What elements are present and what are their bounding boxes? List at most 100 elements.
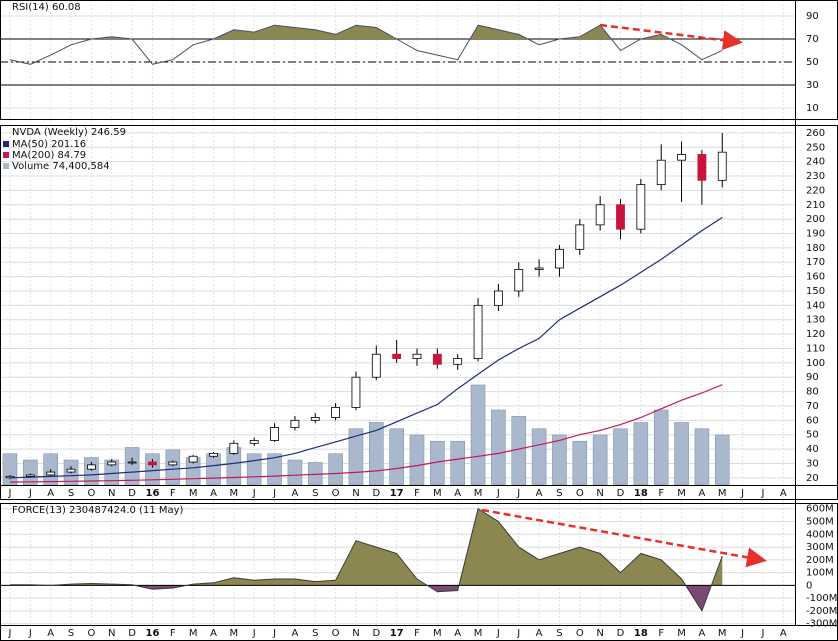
x-tick-label: J (740, 488, 744, 499)
trend-arrow (481, 508, 767, 568)
y-tick-label: 110 (806, 343, 825, 354)
volume-bar (450, 440, 466, 486)
candle-body (473, 304, 483, 359)
y-tick-label: -100M (806, 593, 837, 604)
x-tick-label: A (47, 488, 54, 499)
volume-bar (246, 453, 262, 486)
legend-label: Volume 74,400,584 (12, 161, 110, 172)
y-tick-label: 300M (806, 542, 834, 553)
y-tick-label: 50 (806, 430, 819, 441)
x-tick-label: 17 (390, 488, 404, 499)
x-tick-label: S (312, 488, 318, 499)
legend-swatch (3, 152, 9, 158)
x-tick-label: D (128, 628, 136, 639)
x-tick-label: F (170, 488, 176, 499)
y-tick-label: 140 (806, 300, 825, 311)
x-tick-label: J (760, 488, 764, 499)
legend-swatch (3, 141, 9, 147)
candle-body (168, 461, 178, 466)
volume-bar (592, 434, 608, 486)
x-tick-label: F (658, 628, 664, 639)
candle-body (534, 267, 544, 270)
x-tick-label: J (272, 488, 276, 499)
y-tick-label: 260 (806, 128, 825, 139)
x-tick-label: D (617, 628, 625, 639)
x-tick-label: A (780, 628, 787, 639)
x-tick-label: M (677, 628, 686, 639)
x-tick-label: A (536, 628, 543, 639)
x-tick-label: S (556, 628, 562, 639)
x-tick-label: 18 (634, 628, 648, 639)
x-tick-label: A (291, 488, 298, 499)
candle-body (331, 406, 341, 418)
y-tick-label: 200 (806, 214, 825, 225)
x-tick-label: J (740, 628, 744, 639)
x-tick-label: S (68, 628, 74, 639)
candle-body (697, 154, 707, 181)
y-tick-label: 400M (806, 529, 834, 540)
volume-bar (694, 428, 710, 486)
force-pos-fill (10, 508, 723, 586)
y-tick-label: 0 (806, 580, 812, 591)
volume-bar (552, 434, 567, 486)
candle-body (127, 461, 137, 464)
x-tick-label: O (87, 628, 95, 639)
volume-bar (206, 453, 221, 486)
x-tick-label: J (28, 488, 32, 499)
candle-body (432, 353, 442, 365)
candle-body (392, 353, 402, 359)
x-tick-label: 18 (634, 488, 648, 499)
candle-body (209, 452, 218, 457)
x-tick-label: F (414, 628, 420, 639)
y-tick-label: 50 (806, 57, 819, 68)
y-tick-label: 80 (806, 387, 819, 398)
candle-body (555, 248, 564, 269)
x-tick-label: M (189, 488, 198, 499)
candle-body (310, 417, 320, 421)
x-tick-label: F (658, 488, 664, 499)
volume-bar (633, 422, 649, 486)
x-tick-label: M (433, 628, 442, 639)
y-tick-label: 70 (806, 34, 819, 45)
candle-body (412, 353, 422, 359)
x-tick-label: S (556, 488, 562, 499)
candle-body (351, 376, 361, 408)
volume-bar (124, 447, 140, 486)
volume-bar (409, 434, 425, 486)
candle-body (595, 204, 605, 226)
y-tick-label: 90 (806, 11, 819, 22)
candle-body (87, 464, 96, 470)
volume-bar (491, 409, 506, 486)
y-tick-label: 230 (806, 171, 825, 182)
y-tick-label: 100 (806, 358, 825, 369)
y-tick-label: 170 (806, 257, 825, 268)
legend-swatch (3, 163, 9, 169)
x-tick-label: J (760, 628, 764, 639)
volume-bar (389, 428, 404, 486)
x-tick-label: J (272, 628, 276, 639)
x-tick-label: J (8, 628, 12, 639)
candle-body (453, 358, 463, 365)
x-tick-label: O (576, 628, 584, 639)
y-tick-label: 250 (806, 142, 825, 153)
volume-bar (714, 434, 730, 486)
y-tick-label: 30 (806, 80, 819, 91)
x-tick-label: 16 (145, 488, 159, 499)
x-tick-label: 16 (145, 628, 159, 639)
volume-bar (531, 428, 547, 486)
x-tick-label: A (698, 488, 705, 499)
candle-body (270, 427, 279, 441)
x-tick-label: A (536, 488, 543, 499)
x-tick-label: J (252, 488, 256, 499)
candle-body (66, 468, 76, 473)
ma-line (9, 384, 723, 483)
candle-body (656, 159, 666, 186)
volume-bar (2, 453, 18, 486)
x-tick-label: O (87, 488, 95, 499)
x-tick-label: N (596, 488, 603, 499)
candle-body (188, 455, 198, 463)
x-tick-label: D (372, 488, 380, 499)
x-tick-label: J (496, 488, 500, 499)
price-title: NVDA (Weekly) 246.59 (12, 127, 126, 138)
x-tick-label: A (780, 488, 787, 499)
